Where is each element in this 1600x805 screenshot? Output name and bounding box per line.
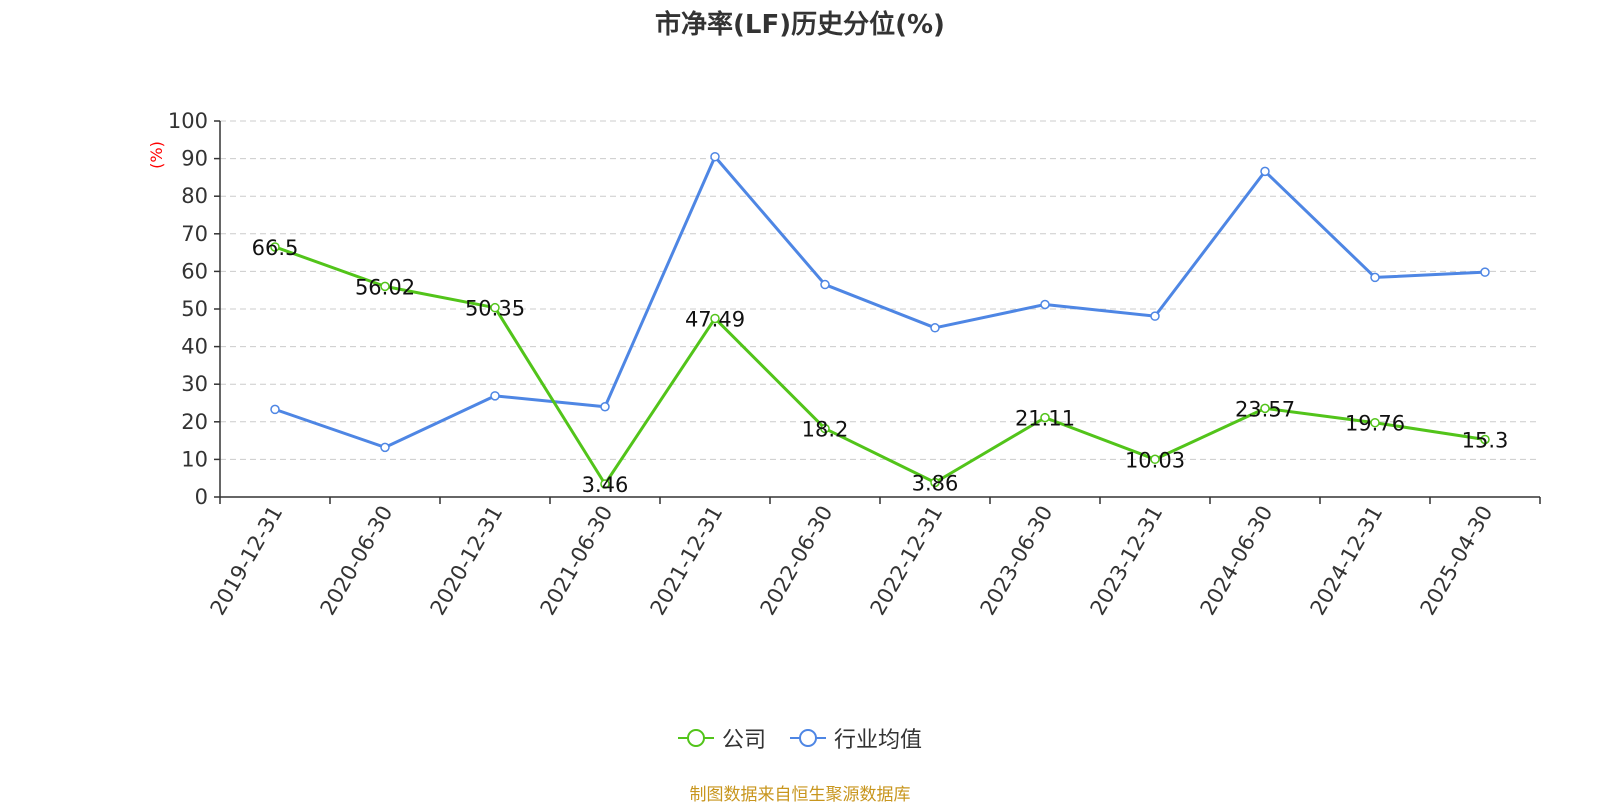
y-axis-label: (%) bbox=[147, 141, 166, 169]
y-tick-label: 20 bbox=[181, 410, 208, 434]
data-label: 21.11 bbox=[1015, 407, 1075, 431]
legend-industry-label: 行业均值 bbox=[834, 728, 923, 753]
data-point bbox=[600, 479, 610, 489]
x-tick-label: 2023-12-31 bbox=[1086, 502, 1168, 620]
data-point bbox=[1260, 166, 1270, 177]
data-point bbox=[930, 323, 940, 333]
axes: 0 10 20 30 40 50 60 70 80 90 100(%) 2019-12-31 2020-… bbox=[147, 109, 1541, 620]
data-point bbox=[1370, 417, 1380, 428]
data-point bbox=[380, 442, 390, 453]
data-point bbox=[1480, 267, 1490, 277]
x-tick-label: 2020-12-31 bbox=[426, 502, 508, 620]
data-point bbox=[710, 313, 720, 324]
data-point bbox=[490, 302, 500, 313]
x-tick-label: 2022-06-30 bbox=[756, 502, 838, 620]
data-point bbox=[1370, 272, 1380, 283]
legend: 公司 行业均值 bbox=[0, 722, 1600, 754]
x-tick-label: 2020-06-30 bbox=[316, 502, 398, 620]
data-point bbox=[1040, 412, 1050, 423]
legend-company-label: 公司 bbox=[721, 728, 766, 753]
data-point bbox=[1150, 454, 1160, 465]
data-point bbox=[1480, 434, 1490, 445]
x-tick-label: 2021-12-31 bbox=[646, 502, 728, 620]
y-tick-label: 0 bbox=[195, 485, 208, 509]
data-point bbox=[490, 391, 500, 401]
data-label: 15.3 bbox=[1462, 428, 1509, 452]
legend-industry-icon bbox=[790, 729, 826, 747]
data-point bbox=[270, 242, 280, 252]
data-label: 10.03 bbox=[1125, 448, 1185, 472]
y-tick-label: 50 bbox=[181, 297, 208, 321]
data-label: 66.5 bbox=[252, 236, 299, 260]
data-label: 3.46 bbox=[582, 473, 629, 497]
data-labels: 66.5 56.02 50.35 3.46 47.49 18.2 3.86 21.11 10.0… bbox=[252, 236, 1509, 497]
data-point bbox=[820, 279, 830, 290]
source-note: 制图数据来自恒生聚源数据库 bbox=[689, 785, 911, 805]
chart-title: 市净率(LF)历史分位(%) bbox=[655, 10, 945, 40]
data-point bbox=[600, 402, 610, 412]
x-tick-label: 2024-12-31 bbox=[1306, 502, 1388, 620]
data-label: 3.86 bbox=[912, 471, 959, 495]
data-point bbox=[1150, 311, 1160, 321]
data-label: 47.49 bbox=[685, 307, 745, 331]
data-point bbox=[380, 281, 390, 292]
legend-item-company[interactable]: 公司 bbox=[677, 722, 766, 754]
x-tick-label: 2019-12-31 bbox=[206, 502, 288, 620]
data-point bbox=[270, 404, 280, 415]
x-tick-label: 2025-04-30 bbox=[1416, 502, 1498, 620]
y-tick-label: 40 bbox=[181, 335, 208, 359]
y-tick-label: 90 bbox=[181, 147, 208, 171]
data-point bbox=[1040, 299, 1050, 310]
grid-lines bbox=[220, 120, 1540, 460]
series bbox=[270, 151, 1490, 489]
data-label: 19.76 bbox=[1345, 412, 1405, 436]
series-line bbox=[274, 155, 1486, 449]
data-label: 56.02 bbox=[355, 275, 415, 299]
y-tick-label: 80 bbox=[181, 184, 208, 208]
data-point bbox=[930, 477, 940, 488]
x-tick-label: 2022-12-31 bbox=[866, 502, 948, 620]
y-tick-label: 10 bbox=[181, 447, 208, 471]
legend-item-industry[interactable]: 行业均值 bbox=[790, 722, 922, 754]
data-label: 50.35 bbox=[465, 297, 525, 321]
data-label: 18.2 bbox=[802, 418, 849, 442]
x-tick-label: 2021-06-30 bbox=[536, 502, 618, 620]
y-tick-label: 60 bbox=[181, 259, 208, 283]
y-tick-label: 30 bbox=[181, 372, 208, 396]
data-point bbox=[820, 423, 830, 434]
y-tick-label: 100 bbox=[168, 109, 208, 133]
data-point bbox=[1260, 403, 1270, 414]
x-tick-label: 2023-06-30 bbox=[976, 502, 1058, 620]
data-label: 23.57 bbox=[1235, 397, 1295, 421]
legend-company-icon bbox=[677, 729, 714, 747]
series-line bbox=[274, 245, 1486, 486]
x-tick-label: 2024-06-30 bbox=[1196, 502, 1278, 620]
data-point bbox=[710, 151, 720, 162]
y-tick-label: 70 bbox=[181, 222, 208, 246]
